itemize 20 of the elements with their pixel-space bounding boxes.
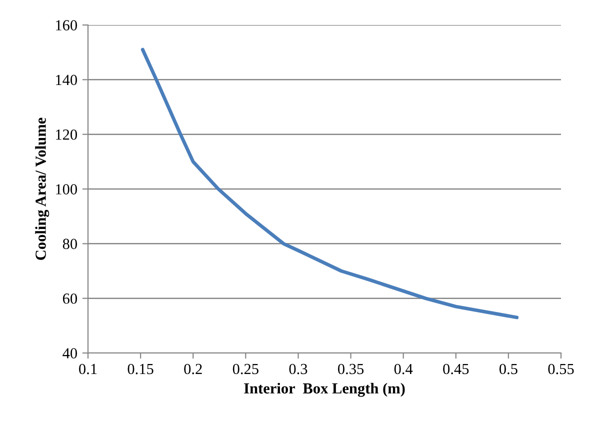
x-tick-label: 0.4 xyxy=(394,364,413,374)
y-tick-label: 100 xyxy=(56,184,77,194)
x-tick-label: 0.5 xyxy=(499,364,518,374)
y-tick-label: 60 xyxy=(62,293,77,304)
y-tick-label: 140 xyxy=(56,74,77,86)
y-tick-label: 40 xyxy=(62,348,77,358)
x-tick-label: 0.15 xyxy=(128,364,154,374)
y-tick-label: 120 xyxy=(56,129,77,140)
x-tick-label: 0.3 xyxy=(289,364,308,374)
x-tick-label: 0.1 xyxy=(79,364,97,374)
x-tick-label: 0.35 xyxy=(338,364,364,374)
y-tick-label: 80 xyxy=(62,238,77,250)
y-tick-label: 160 xyxy=(56,20,77,30)
x-tick-label: 0.55 xyxy=(548,364,574,374)
x-axis-title: Interior Box Length (m) xyxy=(244,382,405,397)
line-series xyxy=(140,48,519,320)
x-tick-label: 0.2 xyxy=(184,364,202,374)
x-tick-label: 0.25 xyxy=(232,364,258,374)
x-tick-label: 0.45 xyxy=(443,364,469,374)
y-axis-title: Cooling Area/ Volume xyxy=(35,118,50,260)
